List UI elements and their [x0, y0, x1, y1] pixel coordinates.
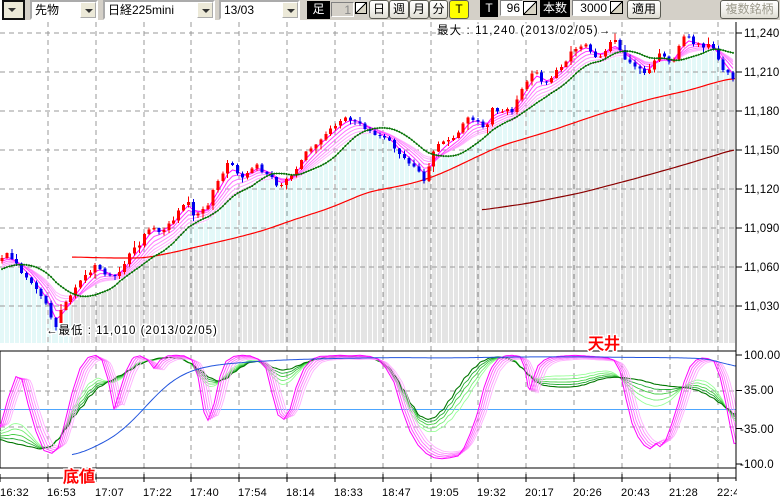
svg-text:19:05: 19:05: [430, 487, 459, 499]
svg-text:最大 : 11,240 (2013/02/05)→: 最大 : 11,240 (2013/02/05)→: [437, 23, 611, 37]
svg-text:21:28: 21:28: [669, 487, 698, 499]
svg-text:20:43: 20:43: [621, 487, 650, 499]
svg-text:18:33: 18:33: [334, 487, 363, 499]
svg-text:11,210: 11,210: [744, 67, 780, 79]
svg-text:18:14: 18:14: [286, 487, 315, 499]
svg-text:11,120: 11,120: [744, 184, 780, 196]
svg-text:16:53: 16:53: [47, 487, 76, 499]
svg-text:11,060: 11,060: [744, 262, 780, 274]
svg-text:11,180: 11,180: [744, 106, 780, 118]
svg-text:11,090: 11,090: [744, 223, 780, 235]
svg-text:18:47: 18:47: [382, 487, 411, 499]
svg-text:11,240: 11,240: [744, 28, 780, 40]
svg-text:19:32: 19:32: [477, 487, 506, 499]
svg-text:35.00: 35.00: [744, 385, 774, 397]
svg-text:-35.00: -35.00: [740, 424, 774, 436]
svg-text:17:40: 17:40: [190, 487, 219, 499]
svg-text:17:22: 17:22: [143, 487, 172, 499]
svg-text:22:4: 22:4: [717, 487, 740, 499]
svg-text:20:26: 20:26: [573, 487, 602, 499]
svg-text:17:07: 17:07: [95, 487, 124, 499]
svg-text:20:17: 20:17: [525, 487, 554, 499]
svg-text:100.00: 100.00: [744, 350, 780, 362]
svg-text:底値: 底値: [63, 467, 95, 486]
svg-text:11,150: 11,150: [744, 145, 780, 157]
svg-text:17:54: 17:54: [238, 487, 267, 499]
svg-text:11,030: 11,030: [744, 301, 780, 313]
svg-text:←最低 : 11,010 (2013/02/05): ←最低 : 11,010 (2013/02/05): [46, 324, 218, 337]
svg-text:16:32: 16:32: [0, 487, 29, 499]
svg-text:天井: 天井: [588, 334, 620, 353]
svg-text:-100.0: -100.0: [740, 459, 774, 471]
